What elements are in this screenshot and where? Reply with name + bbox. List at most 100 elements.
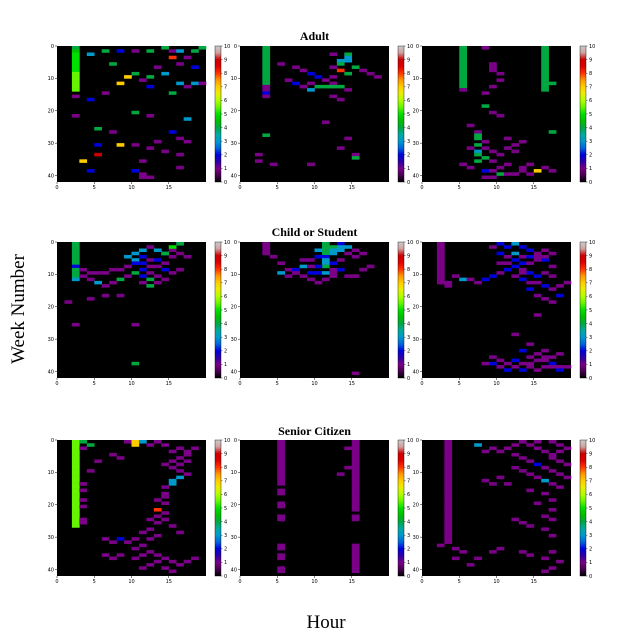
colorbar-tick-label: 9 [589, 253, 592, 259]
heatmap-cell [71, 449, 80, 454]
heatmap-cell [496, 449, 505, 454]
heatmap-cell [71, 478, 80, 483]
heatmap-cell [444, 449, 453, 454]
heatmap-cell [71, 261, 80, 265]
colorbar-tick-label: 0 [407, 376, 410, 382]
heatmap-cell [459, 162, 467, 167]
y-tick-label: 0 [234, 240, 237, 246]
heatmap-cell [466, 165, 475, 170]
heatmap-cell [176, 49, 184, 53]
heatmap-cell [541, 569, 549, 574]
heatmap-cell [541, 165, 549, 170]
y-tick-label: 30 [231, 337, 237, 343]
heatmap-cell [79, 520, 88, 525]
heatmap-cell [168, 49, 177, 53]
heatmap-cell [254, 159, 263, 163]
heatmap-cell [109, 280, 117, 285]
heatmap-cell [109, 540, 117, 544]
heatmap-cell [71, 264, 80, 269]
heatmap-cell [518, 169, 527, 173]
y-tick-label: 30 [413, 337, 419, 343]
heatmap-cell [459, 65, 467, 69]
heatmap-cell [351, 491, 360, 496]
heatmap-cell [541, 84, 549, 89]
heatmap-cell [336, 58, 345, 63]
heatmap-cell [277, 556, 285, 561]
heatmap-cell [533, 352, 542, 356]
heatmap-cell [359, 251, 367, 256]
y-tick-label: 30 [231, 535, 237, 541]
heatmap-cell [556, 485, 564, 489]
heatmap-cell [307, 271, 315, 275]
y-tick-label: 20 [413, 503, 419, 509]
heatmap-cell [321, 251, 330, 256]
heatmap-cell [351, 501, 360, 506]
colorbar-tick-label: 1 [224, 560, 227, 566]
heatmap-cell [444, 440, 453, 444]
heatmap-cell [183, 55, 192, 60]
colorbar-tick-label: 10 [407, 438, 413, 444]
heatmap-cell [168, 482, 177, 486]
heatmap-cell [329, 94, 338, 99]
heatmap-cell [176, 242, 184, 246]
heatmap-cell [116, 537, 125, 541]
heatmap-cell [191, 446, 199, 451]
heatmap-cell [444, 533, 453, 538]
x-tick-label: 10 [128, 381, 134, 387]
heatmap-cell [131, 251, 140, 256]
heatmap-cell [503, 254, 512, 259]
heatmap-cell [277, 546, 285, 551]
colorbar-tick-label: 3 [407, 335, 410, 341]
heatmap-cell [101, 293, 110, 298]
heatmap-cell [474, 443, 482, 447]
heatmap-cell [444, 475, 453, 480]
heatmap-cell [541, 297, 549, 301]
heatmap-cell [146, 284, 155, 288]
heatmap-cell [131, 169, 140, 173]
heatmap-cell [344, 55, 353, 60]
heatmap-cell [299, 258, 308, 262]
heatmap-cell [351, 478, 360, 483]
heatmap-cell [336, 62, 345, 66]
heatmap-cell [548, 130, 557, 134]
heatmap-cell [489, 446, 497, 451]
heatmap-cell [526, 261, 535, 265]
colorbar-tick-label: 5 [407, 112, 410, 118]
heatmap-cell [351, 475, 360, 480]
heatmap-cell [101, 91, 110, 95]
heatmap-cell [533, 169, 542, 173]
heatmap-cell [518, 550, 527, 554]
heatmap-cell [191, 556, 199, 561]
heatmap-cell [533, 501, 542, 506]
heatmap-cell [321, 271, 330, 275]
heatmap-cell [526, 248, 535, 253]
heatmap-cell [262, 68, 271, 73]
heatmap-cell [541, 348, 549, 353]
heatmap-cell [109, 452, 117, 457]
heatmap-cell [351, 556, 360, 561]
colorbar-tick-label: 2 [407, 153, 410, 159]
heatmap-cell [329, 248, 338, 253]
heatmap-cell [277, 478, 285, 483]
heatmap-cell [436, 248, 445, 253]
y-tick-label: 10 [413, 272, 419, 278]
heatmap-cell [533, 254, 542, 259]
heatmap-cell [101, 284, 110, 288]
heatmap-cell [336, 267, 345, 272]
heatmap-cell [351, 152, 360, 157]
heatmap-cell [444, 527, 453, 531]
heatmap-cell [321, 261, 330, 265]
heatmap-cell [71, 274, 80, 278]
heatmap-cell [307, 258, 315, 262]
heatmap-cell [541, 271, 549, 275]
heatmap-cell [71, 488, 80, 493]
colorbar-tick-label: 5 [589, 112, 592, 118]
heatmap-cell [444, 524, 453, 528]
heatmap-cell [548, 361, 557, 366]
heatmap-cell [533, 258, 542, 262]
x-tick-label: 15 [531, 185, 537, 191]
colorbar-tick-label: 1 [589, 166, 592, 172]
heatmap-cell [71, 514, 80, 519]
heatmap-cell [511, 465, 520, 470]
colorbar-tick-label: 3 [589, 139, 592, 145]
